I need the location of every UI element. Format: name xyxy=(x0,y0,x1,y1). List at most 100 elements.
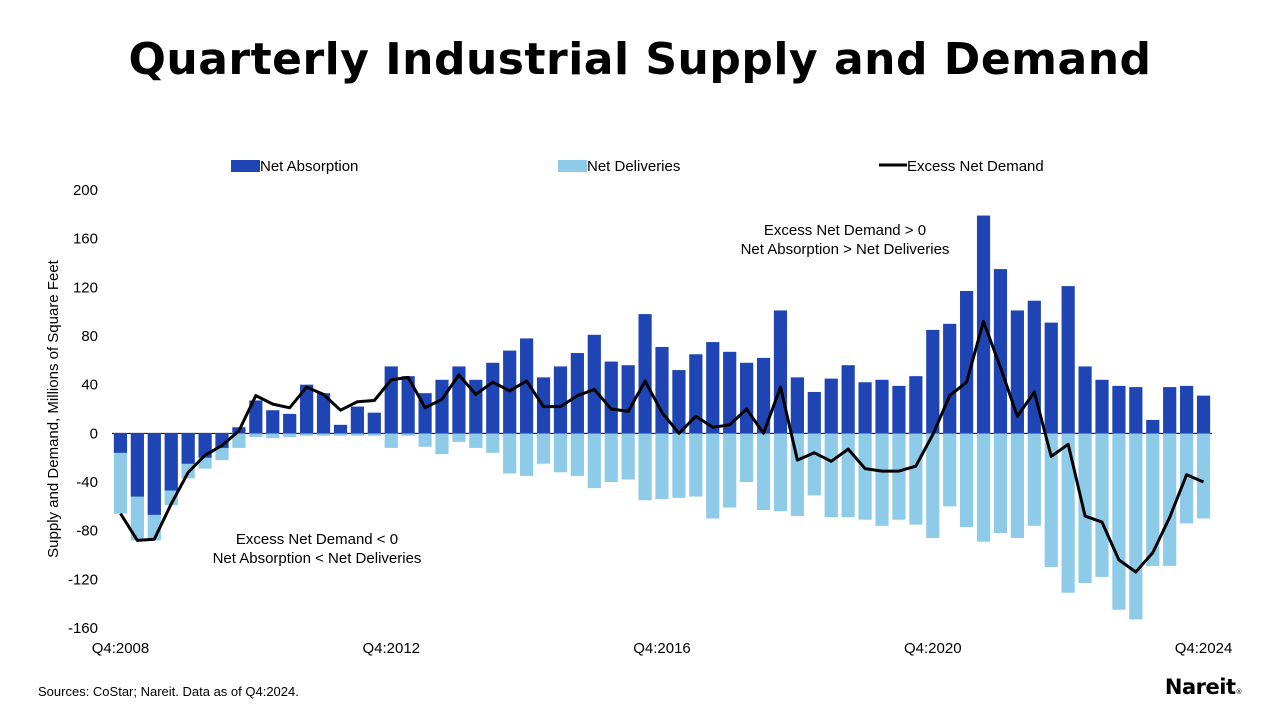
bar-net-deliveries xyxy=(418,433,432,447)
bar-net-absorption xyxy=(130,433,144,497)
bar-net-deliveries xyxy=(316,433,331,436)
bar-net-absorption xyxy=(283,413,297,434)
annotation-negative-line-1: Excess Net Demand < 0 xyxy=(236,531,398,548)
bar-net-absorption xyxy=(300,384,314,434)
y-tick-label: 120 xyxy=(73,279,98,296)
x-tick-label: Q4:2008 xyxy=(92,640,150,657)
bar-net-deliveries xyxy=(841,433,855,518)
bar-net-absorption xyxy=(773,310,788,434)
legend: Net Absorption Net Deliveries Excess Net… xyxy=(231,158,1044,175)
bar-net-deliveries xyxy=(1010,433,1024,538)
annotation-negative-line-2: Net Absorption < Net Deliveries xyxy=(213,550,422,567)
bar-net-deliveries xyxy=(435,433,449,455)
bar-net-deliveries xyxy=(892,433,906,520)
bar-net-absorption xyxy=(672,370,686,434)
bar-net-absorption xyxy=(401,376,415,434)
bar-net-absorption xyxy=(993,269,1008,434)
bar-net-deliveries xyxy=(1027,433,1041,526)
bar-net-absorption xyxy=(1078,366,1092,434)
bar-net-deliveries xyxy=(486,433,500,453)
source-note: Sources: CoStar; Nareit. Data as of Q4:2… xyxy=(38,684,299,699)
bar-net-deliveries xyxy=(943,433,957,507)
annotation-negative: Excess Net Demand < 0 Net Absorption < N… xyxy=(213,531,422,567)
bar-net-deliveries xyxy=(926,433,940,538)
bar-net-deliveries xyxy=(469,433,483,448)
bar-net-absorption xyxy=(266,410,280,434)
x-tick-label: Q4:2016 xyxy=(633,640,691,657)
axis-layer: 200 160 120 80 40 0 -40 -80 -120 -160 Q4:2008 Q4:20… xyxy=(68,182,1232,657)
bar-net-absorption xyxy=(655,346,669,434)
bar-net-deliveries xyxy=(1129,433,1143,620)
logo-text: Nareit xyxy=(1164,675,1236,699)
y-tick-label: 0 xyxy=(90,425,98,442)
bar-net-absorption xyxy=(486,362,500,434)
nareit-logo: Nareit® xyxy=(1164,675,1243,699)
bar-net-deliveries xyxy=(1163,433,1177,566)
bar-net-absorption xyxy=(1196,395,1211,434)
bar-net-deliveries xyxy=(1044,433,1058,568)
bar-net-deliveries xyxy=(1146,433,1160,566)
bar-net-absorption xyxy=(1163,387,1177,434)
bar-net-absorption xyxy=(892,385,906,434)
bar-net-deliveries xyxy=(993,433,1008,534)
bar-net-deliveries xyxy=(638,433,652,501)
y-tick-label: 200 xyxy=(73,182,98,199)
bar-net-deliveries xyxy=(875,433,889,526)
bar-net-absorption xyxy=(350,406,364,434)
bar-net-absorption xyxy=(1146,419,1160,434)
bar-net-absorption xyxy=(723,351,737,434)
bar-net-absorption xyxy=(1061,286,1075,434)
bar-net-deliveries xyxy=(1196,433,1211,519)
x-tick-label: Q4:2012 xyxy=(362,640,420,657)
bar-net-absorption xyxy=(909,376,923,434)
bar-net-absorption xyxy=(435,379,449,434)
x-tick-label: Q4:2024 xyxy=(1175,640,1233,657)
bar-net-absorption xyxy=(570,353,584,434)
bar-net-absorption xyxy=(689,354,703,434)
bar-net-absorption xyxy=(553,366,568,434)
bar-net-absorption xyxy=(858,382,872,434)
bar-net-absorption xyxy=(181,433,195,464)
bar-net-deliveries xyxy=(283,433,297,437)
bar-net-deliveries xyxy=(553,433,568,473)
bar-net-absorption xyxy=(790,377,804,434)
bar-net-absorption xyxy=(807,391,821,434)
bar-net-absorption xyxy=(943,323,957,434)
bar-net-absorption xyxy=(316,393,331,434)
bar-net-deliveries xyxy=(858,433,872,520)
bar-net-absorption xyxy=(604,361,618,434)
line-excess-net-demand xyxy=(119,319,1205,574)
bar-net-deliveries xyxy=(452,433,466,442)
bar-net-deliveries xyxy=(790,433,804,517)
bar-net-deliveries xyxy=(300,433,314,436)
bar-net-deliveries xyxy=(655,433,669,500)
bar-net-deliveries xyxy=(773,433,788,512)
bar-net-absorption xyxy=(587,334,601,434)
bar-net-deliveries xyxy=(266,433,280,439)
y-tick-label: 40 xyxy=(81,377,98,394)
y-axis-label: Supply and Demand, Millions of Square Fe… xyxy=(45,259,62,557)
bar-net-deliveries xyxy=(536,433,551,464)
bar-net-deliveries xyxy=(350,433,364,436)
bar-net-absorption xyxy=(164,433,178,491)
bar-net-absorption xyxy=(1129,387,1143,434)
bar-net-deliveries xyxy=(587,433,601,489)
y-tick-label: -120 xyxy=(68,571,98,588)
bar-net-deliveries xyxy=(672,433,686,498)
annotation-positive-line-2: Net Absorption > Net Deliveries xyxy=(741,241,950,258)
y-tick-label: 160 xyxy=(73,231,98,248)
annotation-positive-line-1: Excess Net Demand > 0 xyxy=(764,222,926,239)
bar-net-absorption xyxy=(1095,379,1109,434)
bar-net-deliveries xyxy=(976,433,991,542)
bar-net-deliveries xyxy=(1061,433,1075,593)
bar-net-deliveries xyxy=(723,433,737,508)
bar-net-deliveries xyxy=(604,433,618,482)
y-tick-label: -80 xyxy=(76,523,98,540)
bar-net-absorption xyxy=(706,342,720,434)
bar-net-absorption xyxy=(740,362,754,434)
bar-net-deliveries xyxy=(689,433,703,497)
bar-net-absorption xyxy=(638,314,652,434)
bar-net-deliveries xyxy=(503,433,517,474)
bar-net-absorption xyxy=(384,366,398,434)
